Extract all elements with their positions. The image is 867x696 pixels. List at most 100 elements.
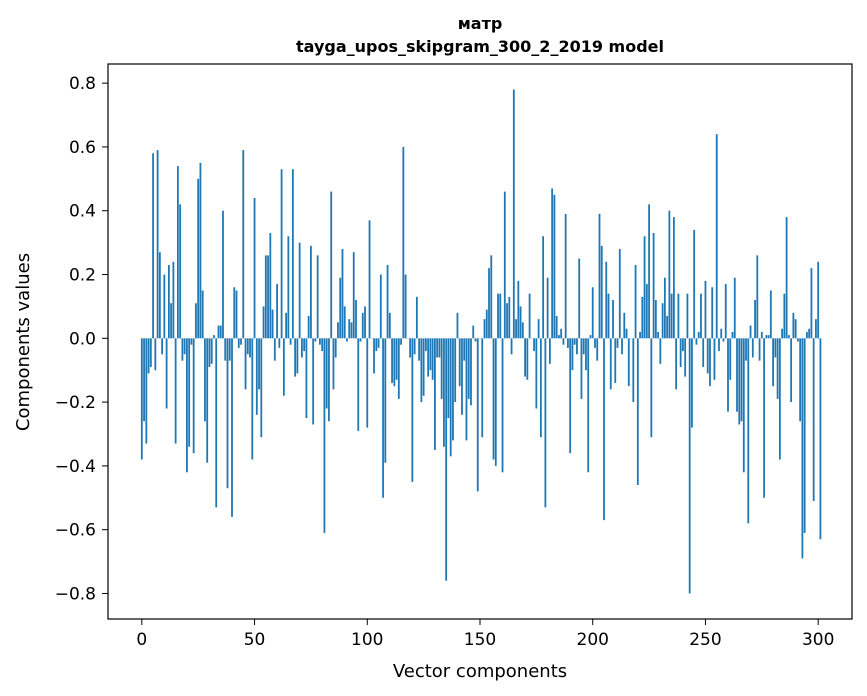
bar <box>799 338 802 422</box>
bar <box>639 331 641 339</box>
bar <box>393 338 396 387</box>
bar <box>418 338 421 361</box>
bar <box>738 338 741 425</box>
bar <box>377 338 380 348</box>
bar <box>553 194 556 339</box>
bar <box>255 338 258 415</box>
bar <box>145 338 148 444</box>
bar <box>760 331 763 339</box>
bar <box>429 338 432 371</box>
bar <box>648 204 650 339</box>
bar <box>447 338 450 419</box>
bar <box>618 249 621 339</box>
bar <box>661 303 664 339</box>
bar <box>521 322 524 339</box>
bar <box>237 338 240 348</box>
bar <box>226 338 229 489</box>
bar <box>632 338 635 403</box>
bar <box>722 338 725 342</box>
bar <box>328 338 330 422</box>
x-tick-label: 300 <box>802 630 834 650</box>
bar <box>576 338 578 355</box>
bar <box>659 338 662 364</box>
bar <box>314 338 317 342</box>
bar <box>188 338 191 447</box>
bar <box>754 300 756 339</box>
bar <box>454 338 457 403</box>
bar <box>147 338 150 374</box>
bar <box>267 255 269 339</box>
y-tick-label: −0.8 <box>55 584 96 604</box>
bar <box>736 338 738 412</box>
bar <box>774 338 777 358</box>
bar <box>388 312 391 339</box>
bar <box>395 338 398 380</box>
bar <box>409 338 412 358</box>
bar <box>747 338 750 524</box>
bar <box>215 338 218 508</box>
bar <box>206 338 209 463</box>
bar <box>483 319 486 339</box>
bar <box>506 303 508 339</box>
bar <box>222 210 224 339</box>
bar <box>560 328 563 339</box>
chart-subtitle: tayga_upos_skipgram_300_2_2019 model <box>296 37 664 56</box>
bar <box>817 261 820 339</box>
bar <box>228 338 231 361</box>
bar <box>792 312 795 339</box>
bar <box>438 338 441 358</box>
bar <box>569 338 572 454</box>
bar <box>465 338 468 441</box>
bar <box>368 220 371 339</box>
bar <box>366 338 369 428</box>
bar <box>186 338 188 473</box>
bar <box>709 338 711 387</box>
bar <box>772 338 774 387</box>
bar <box>806 331 808 339</box>
bar <box>512 89 515 339</box>
bar <box>767 335 770 339</box>
bar <box>174 338 177 444</box>
bar <box>411 338 414 482</box>
bar <box>763 338 765 498</box>
bar <box>458 338 461 387</box>
bar <box>190 338 193 345</box>
bar <box>334 338 337 358</box>
bar <box>544 338 547 508</box>
bar <box>262 306 265 339</box>
bar <box>440 338 443 399</box>
bar <box>350 322 353 339</box>
bar <box>474 338 477 342</box>
bar <box>729 338 732 380</box>
bar <box>197 178 200 339</box>
bar <box>143 338 145 422</box>
bar <box>697 331 700 339</box>
bar <box>519 306 522 339</box>
bar <box>724 284 727 339</box>
bar <box>375 338 378 352</box>
bar <box>355 300 357 339</box>
chart-title: матр <box>458 14 503 33</box>
bar <box>727 338 729 412</box>
y-tick-label: 0.8 <box>69 74 96 94</box>
bar <box>481 338 484 438</box>
bar <box>587 338 590 473</box>
bar <box>258 338 260 390</box>
bar <box>731 331 734 339</box>
bar <box>600 245 603 339</box>
bar <box>718 338 720 352</box>
bar <box>654 300 657 339</box>
bar <box>165 338 168 409</box>
bar <box>623 312 626 339</box>
bar <box>201 290 204 339</box>
bar <box>528 293 531 339</box>
bar <box>386 264 389 339</box>
bar <box>778 338 781 460</box>
bar <box>693 229 696 339</box>
bar <box>424 338 427 352</box>
bar <box>415 296 418 339</box>
bar <box>235 290 238 339</box>
bar <box>199 162 202 339</box>
bar <box>666 315 669 339</box>
bar <box>488 268 490 339</box>
